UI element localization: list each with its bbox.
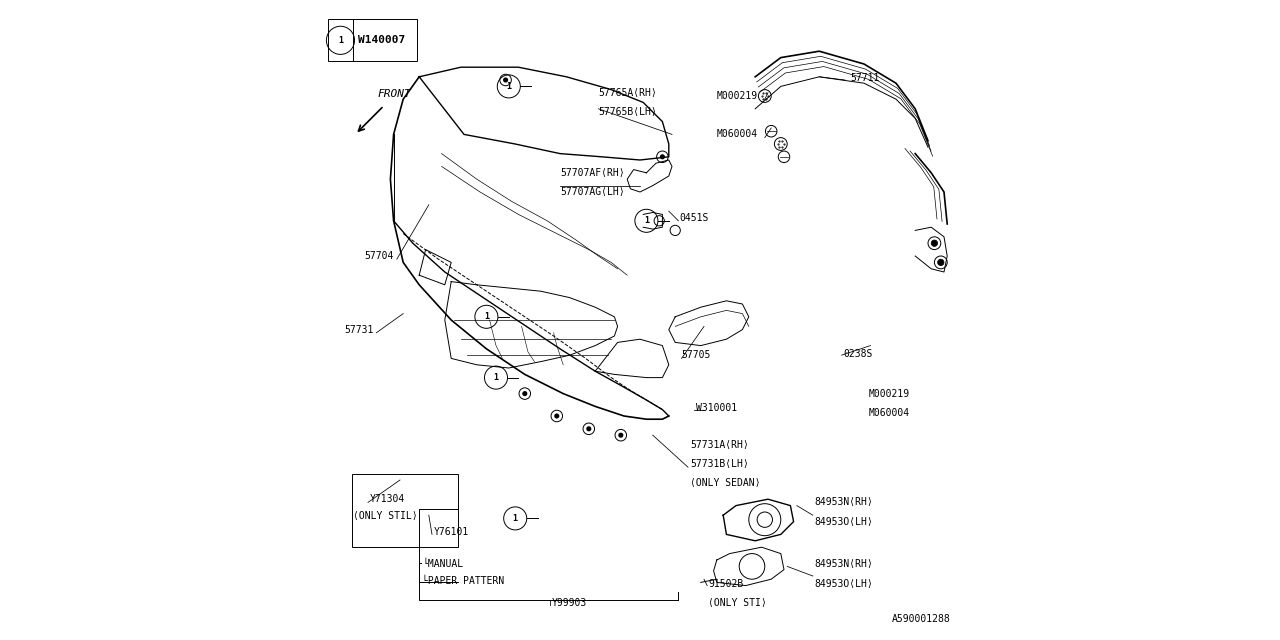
- Text: M000219: M000219: [869, 388, 910, 399]
- Text: 0238S: 0238S: [844, 349, 873, 359]
- Text: └MANUAL: └MANUAL: [422, 559, 463, 570]
- Text: 91502B: 91502B: [709, 579, 744, 589]
- Text: 57765A⟨RH⟩: 57765A⟨RH⟩: [599, 88, 657, 98]
- FancyBboxPatch shape: [328, 19, 417, 61]
- Text: 1: 1: [338, 36, 343, 45]
- Text: └PAPER PATTERN: └PAPER PATTERN: [422, 576, 504, 586]
- Text: 84953N⟨RH⟩: 84953N⟨RH⟩: [814, 497, 873, 508]
- Text: M060004: M060004: [869, 408, 910, 418]
- Text: M060004: M060004: [717, 129, 758, 140]
- Text: 1: 1: [484, 312, 489, 321]
- Text: W310001: W310001: [696, 403, 737, 413]
- Text: 57731: 57731: [344, 324, 374, 335]
- Text: 57707AF⟨RH⟩: 57707AF⟨RH⟩: [561, 168, 625, 178]
- Text: ⟨ONLY SEDAN⟩: ⟨ONLY SEDAN⟩: [690, 478, 760, 488]
- Circle shape: [554, 413, 559, 419]
- Text: 84953O⟨LH⟩: 84953O⟨LH⟩: [814, 579, 873, 589]
- Text: 57731B⟨LH⟩: 57731B⟨LH⟩: [690, 459, 749, 469]
- Text: Y76101: Y76101: [434, 527, 470, 538]
- Text: 57704: 57704: [365, 251, 394, 261]
- Circle shape: [618, 433, 623, 438]
- Text: 57707AG⟨LH⟩: 57707AG⟨LH⟩: [561, 187, 625, 197]
- Text: 1: 1: [644, 216, 649, 225]
- Circle shape: [503, 77, 508, 83]
- Text: 57711: 57711: [850, 73, 879, 83]
- Text: W140007: W140007: [358, 35, 404, 45]
- Circle shape: [932, 240, 937, 246]
- Text: 1: 1: [513, 514, 517, 523]
- Text: 57765B⟨LH⟩: 57765B⟨LH⟩: [599, 107, 657, 117]
- Text: ⟨ONLY STIL⟩: ⟨ONLY STIL⟩: [353, 511, 417, 522]
- Bar: [352, 474, 458, 547]
- Text: 57705: 57705: [681, 350, 710, 360]
- Circle shape: [586, 426, 591, 431]
- Text: 84953N⟨RH⟩: 84953N⟨RH⟩: [814, 559, 873, 570]
- Text: 1: 1: [507, 82, 511, 91]
- Circle shape: [937, 259, 945, 266]
- Text: FRONT: FRONT: [378, 89, 411, 99]
- Text: A590001288: A590001288: [892, 614, 950, 624]
- Text: ⟨ONLY STI⟩: ⟨ONLY STI⟩: [709, 598, 767, 608]
- Text: M000219: M000219: [717, 91, 758, 101]
- Text: 1: 1: [494, 373, 498, 382]
- Text: Y99903: Y99903: [552, 598, 588, 608]
- Text: 57731A⟨RH⟩: 57731A⟨RH⟩: [690, 440, 749, 450]
- Text: 0451S: 0451S: [680, 212, 709, 223]
- Text: Y71304: Y71304: [370, 494, 406, 504]
- Circle shape: [660, 154, 666, 159]
- Text: 84953O⟨LH⟩: 84953O⟨LH⟩: [814, 516, 873, 527]
- Circle shape: [522, 391, 527, 396]
